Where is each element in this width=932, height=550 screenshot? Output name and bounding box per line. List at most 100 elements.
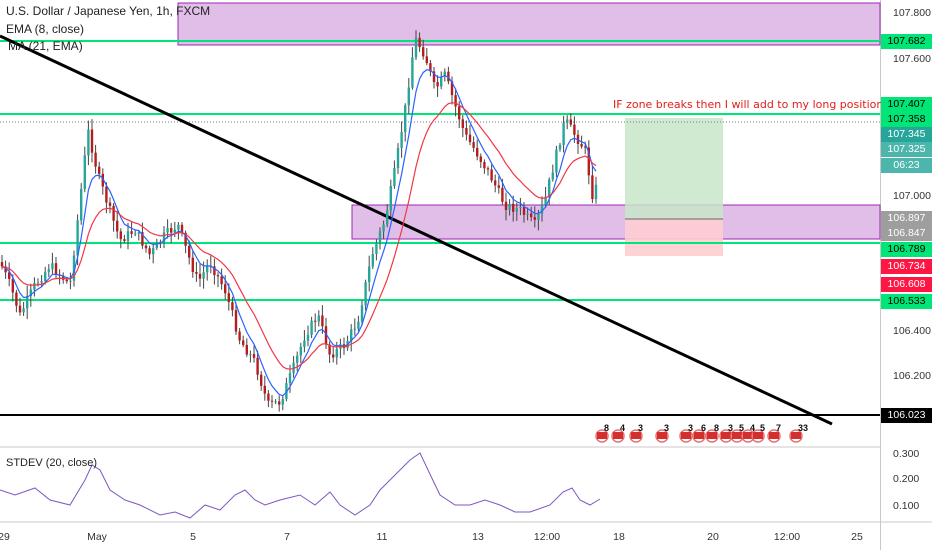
- price-tag: 107.358: [881, 112, 932, 127]
- candle-body: [184, 232, 187, 246]
- candle-body: [317, 315, 320, 322]
- candle-body: [173, 229, 176, 233]
- candle-body: [461, 119, 464, 129]
- candle-body: [216, 275, 220, 277]
- candle-body: [8, 272, 11, 279]
- event-count[interactable]: 4: [750, 423, 756, 433]
- candle-body: [526, 213, 529, 215]
- candle-body: [4, 266, 7, 273]
- candle-body: [11, 278, 14, 293]
- candle-body: [87, 129, 90, 156]
- time-axis-label: 5: [190, 531, 196, 543]
- time-axis-label: 13: [472, 531, 484, 543]
- event-flag-icon: [732, 432, 742, 439]
- candle-body: [306, 334, 310, 341]
- candle-body: [44, 271, 47, 282]
- candle-body: [256, 357, 259, 375]
- candle-body: [483, 161, 486, 169]
- candle-body: [357, 321, 360, 329]
- candle-body: [98, 166, 101, 174]
- candle-body: [375, 242, 378, 254]
- price-tag: 06:23: [881, 158, 932, 173]
- time-axis-label: 29: [0, 531, 10, 543]
- candle-body: [321, 315, 324, 327]
- candle-body: [378, 231, 382, 243]
- candle-body: [522, 207, 526, 215]
- candle-body: [324, 326, 328, 345]
- candle-body: [116, 220, 119, 232]
- price-axis-label: 107.600: [893, 53, 931, 65]
- event-count[interactable]: 3: [728, 423, 734, 433]
- candle-body: [260, 374, 263, 386]
- event-flag-icon: [791, 432, 801, 439]
- candle-body: [18, 305, 22, 313]
- candle-body: [22, 308, 25, 313]
- candle-body: [569, 119, 572, 125]
- price-axis-label: 106.200: [893, 370, 931, 382]
- candle-body: [54, 263, 58, 275]
- price-tag: 107.682: [881, 34, 932, 49]
- candle-body: [368, 266, 371, 283]
- event-flag-icon: [721, 432, 731, 439]
- candle-body: [202, 272, 205, 279]
- event-flag-icon: [681, 432, 691, 439]
- candle-body: [472, 142, 475, 148]
- candle-body: [281, 399, 284, 405]
- candle-body: [432, 71, 436, 83]
- lower-zone: [351, 204, 881, 240]
- candle-body: [101, 173, 104, 187]
- event-count[interactable]: 5: [760, 423, 766, 433]
- event-flag-icon: [707, 432, 717, 439]
- candle-body: [558, 144, 562, 150]
- event-count[interactable]: 8: [714, 423, 720, 433]
- candle-body: [242, 340, 245, 345]
- candle-body: [580, 143, 583, 147]
- candle-body: [26, 296, 29, 309]
- candle-body: [177, 224, 180, 230]
- candle-body: [450, 81, 454, 96]
- time-axis-label: May: [87, 531, 107, 543]
- candle-body: [29, 289, 32, 297]
- candle-body: [335, 348, 338, 358]
- candle-body: [382, 224, 385, 232]
- candle-body: [274, 401, 277, 403]
- symbol-title: U.S. Dollar / Japanese Yen, 1h, FXCM: [6, 4, 211, 18]
- candle-body: [386, 210, 389, 225]
- event-count[interactable]: 3: [664, 423, 670, 433]
- event-count[interactable]: 4: [620, 423, 626, 433]
- candle-body: [220, 276, 223, 285]
- candle-body: [594, 184, 598, 200]
- ema-legend: EMA (8, close): [6, 22, 85, 36]
- event-count[interactable]: 7: [776, 423, 782, 433]
- event-count[interactable]: 8: [604, 423, 610, 433]
- ma-legend: MA (21, EMA): [8, 39, 83, 53]
- candle-body: [0, 262, 4, 267]
- candle-body: [508, 203, 511, 210]
- candle-body: [504, 201, 508, 210]
- candle-body: [443, 71, 446, 77]
- candle-body: [155, 242, 158, 249]
- candle-body: [566, 119, 569, 123]
- event-count[interactable]: 3: [688, 423, 694, 433]
- candle-body: [94, 152, 97, 167]
- event-count[interactable]: 6: [701, 423, 707, 433]
- event-count[interactable]: 3: [638, 423, 644, 433]
- event-count[interactable]: 33: [798, 423, 809, 433]
- candle-body: [80, 189, 83, 221]
- candle-body: [407, 87, 410, 106]
- event-flag-icon: [631, 432, 641, 439]
- ema-8-line: [1, 69, 597, 397]
- candle-body: [144, 245, 148, 249]
- candle-body: [47, 269, 50, 272]
- candle-body: [105, 186, 108, 203]
- position-profit-area: [625, 118, 723, 219]
- candle-body: [440, 76, 443, 87]
- price-tag: 106.897: [881, 211, 932, 226]
- event-count[interactable]: 5: [739, 423, 745, 433]
- event-flag-icon: [613, 432, 623, 439]
- candle-body: [371, 253, 374, 267]
- candle-body: [231, 302, 234, 311]
- candle-body: [62, 275, 65, 280]
- time-axis-label: 7: [284, 531, 290, 543]
- candle-body: [584, 146, 587, 148]
